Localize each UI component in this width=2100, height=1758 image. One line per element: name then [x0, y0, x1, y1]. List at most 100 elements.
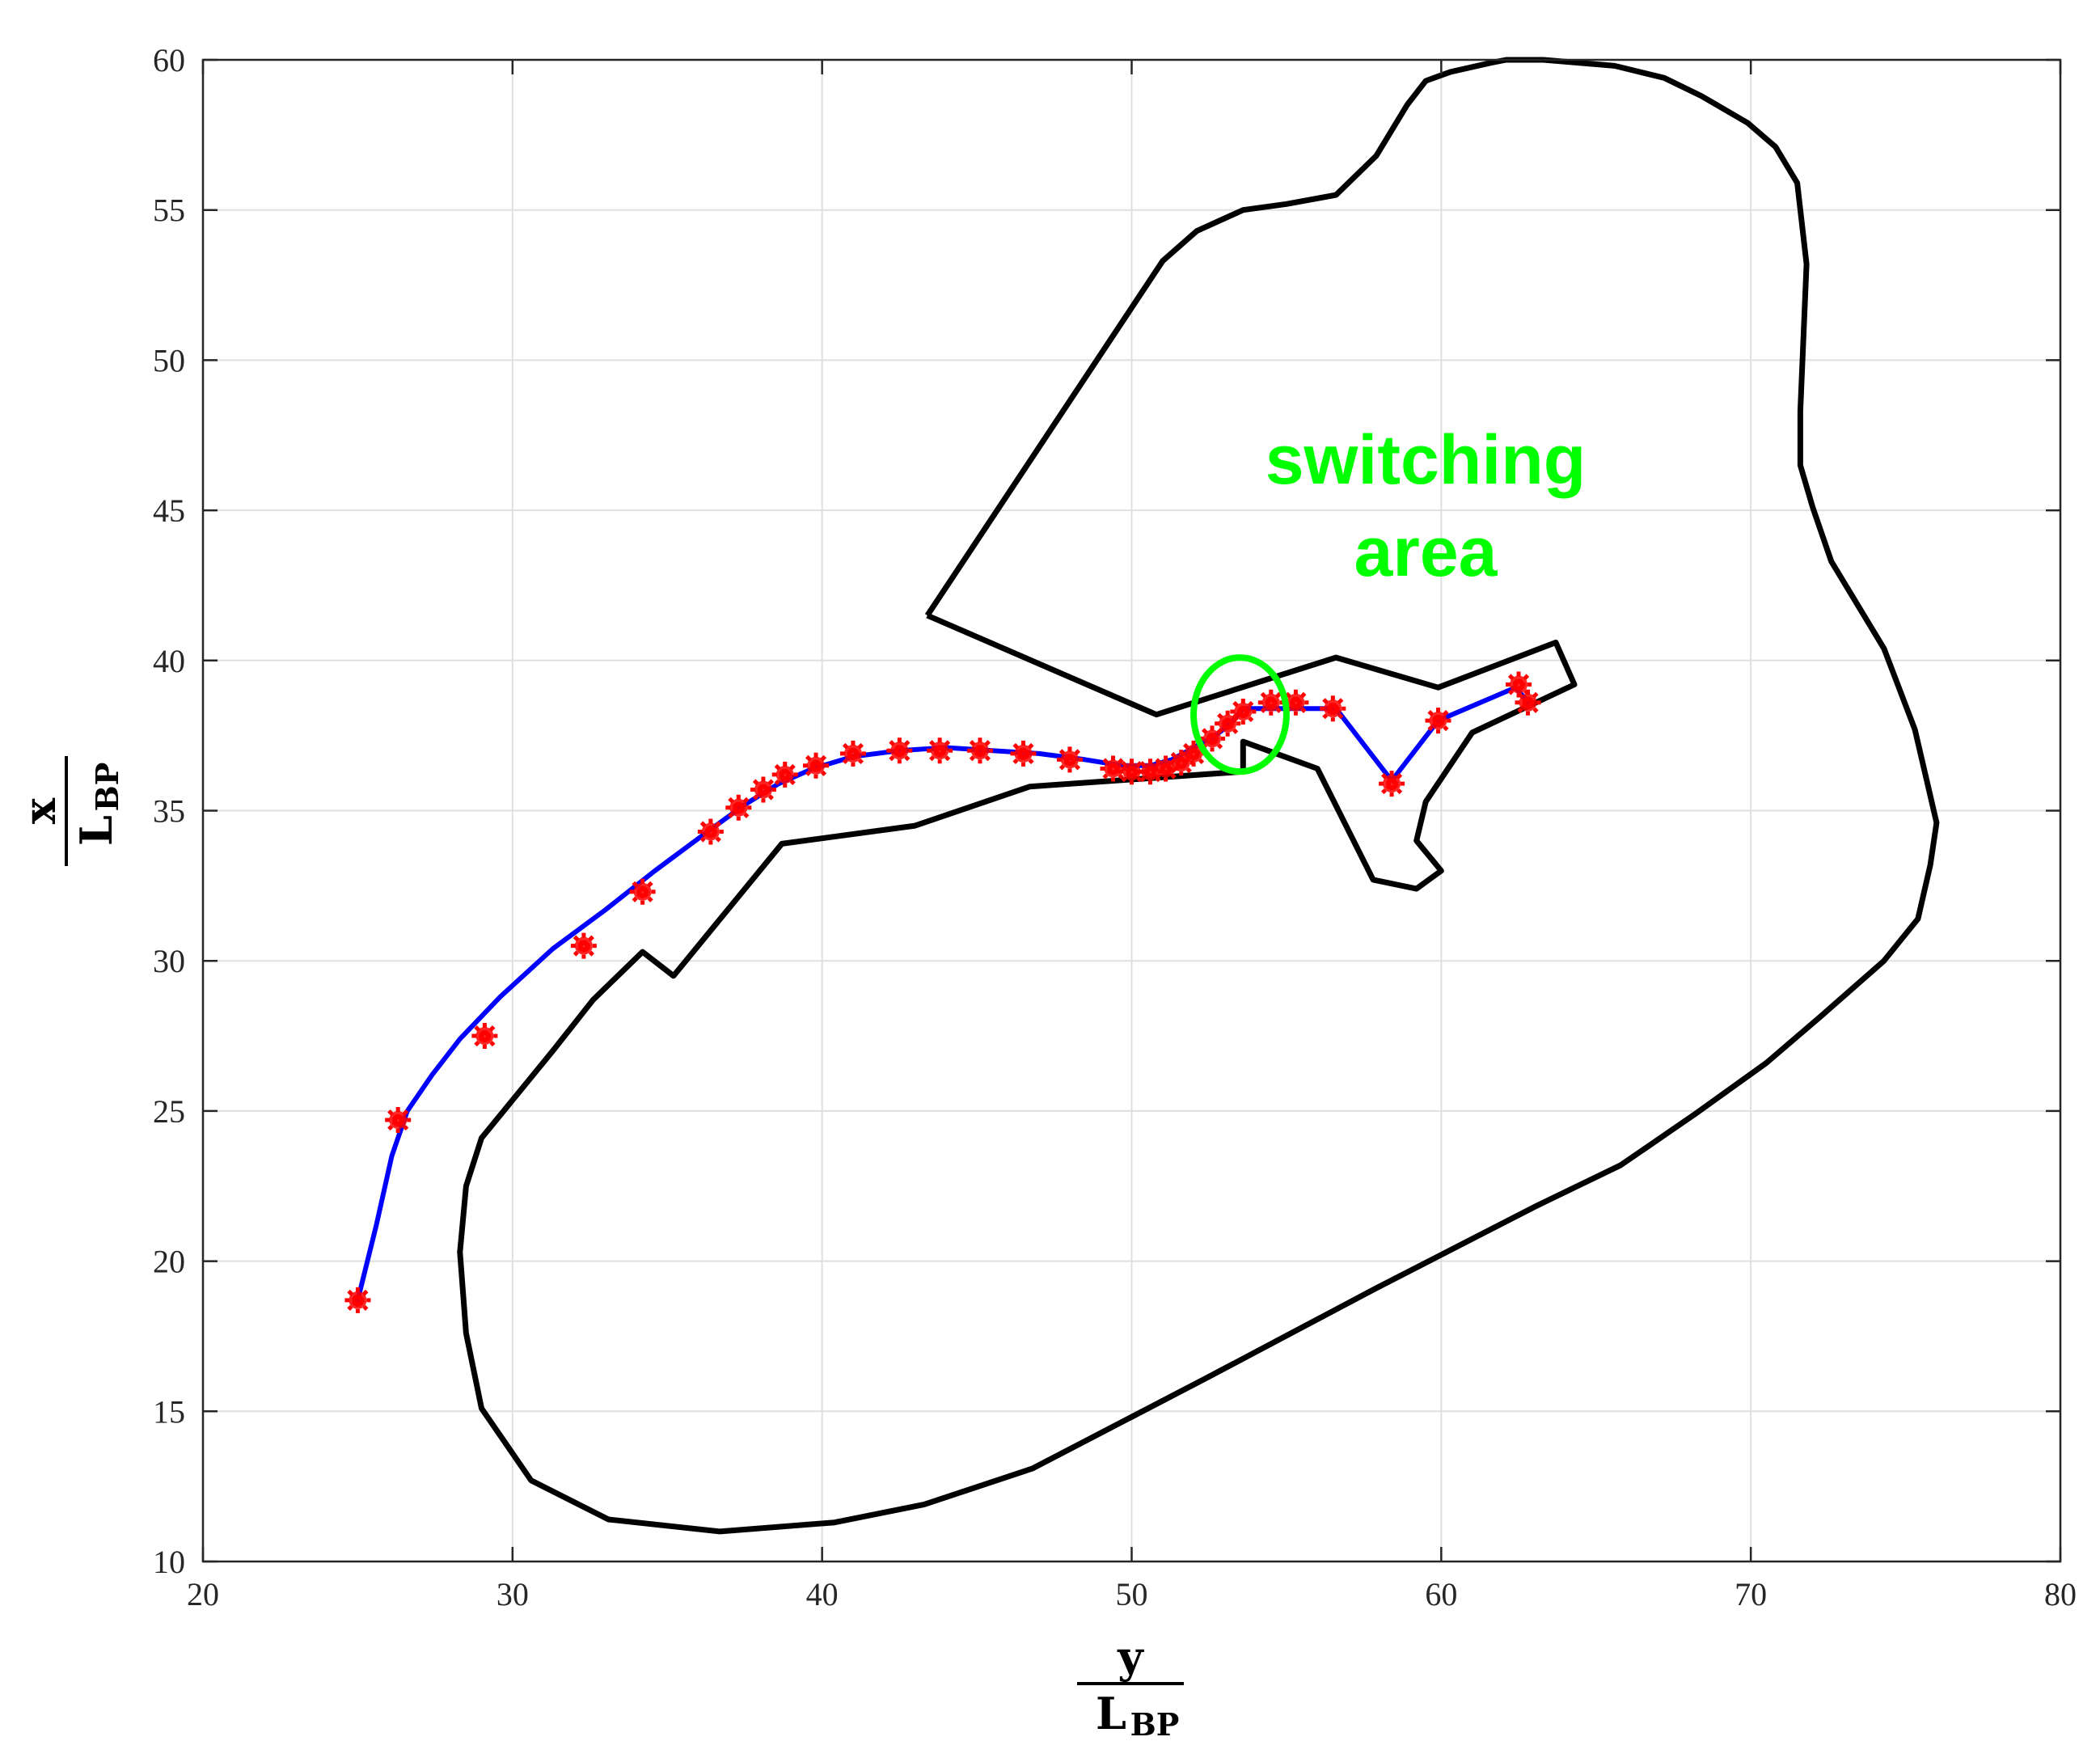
waypoint-marker: [771, 761, 798, 788]
waypoint-star-ray: [728, 797, 750, 818]
waypoint-star-ray: [573, 935, 594, 957]
waypoint-marker: [1379, 771, 1405, 797]
y-tick-label: 55: [153, 192, 185, 229]
waypoint-star-ray: [889, 740, 911, 762]
annotation-switching: switching: [1265, 421, 1587, 499]
waypoint-star-ray: [474, 1025, 496, 1047]
waypoint-star-ray: [1380, 772, 1403, 795]
waypoint-star-ray: [1285, 691, 1307, 713]
waypoint-star-ray: [699, 821, 721, 843]
waypoint-star-ray: [1232, 700, 1254, 723]
x-axis-label-denominator: L: [1096, 1688, 1126, 1739]
waypoint-star-ray: [969, 740, 991, 762]
waypoint-star-ray: [1427, 709, 1449, 732]
waypoint-marker: [725, 794, 752, 821]
waypoint-star-ray: [387, 1109, 409, 1131]
waypoint-star-ray: [805, 754, 827, 776]
waypoint-star-ray: [1058, 749, 1081, 771]
y-tick-label: 10: [153, 1544, 185, 1580]
waypoint-star-ray: [632, 881, 653, 902]
y-axis-label-subscript: BP: [89, 763, 125, 812]
waypoint-series: [344, 671, 1541, 1313]
y-tick-label: 20: [153, 1244, 185, 1280]
waypoint-star-ray: [1380, 772, 1403, 795]
y-tick-label: 30: [153, 943, 185, 979]
waypoint-star-ray: [752, 779, 775, 801]
y-axis-label-denominator: L: [70, 815, 122, 846]
waypoint-marker: [1506, 671, 1532, 698]
waypoint-marker: [1010, 740, 1037, 767]
y-tick-label: 50: [153, 342, 185, 378]
waypoint-marker: [1425, 708, 1451, 734]
waypoint-star-ray: [1012, 742, 1034, 765]
x-axis-label: y L BP: [1077, 1631, 1184, 1743]
y-tick-label: 25: [153, 1093, 185, 1130]
waypoint-star-ray: [842, 742, 864, 765]
waypoint-star-ray: [387, 1109, 409, 1131]
waypoint-star-ray: [1102, 758, 1124, 780]
waypoint-marker: [966, 737, 993, 764]
waypoint-star-ray: [1012, 742, 1034, 765]
y-tick-label: 15: [153, 1393, 185, 1430]
x-tick-label: 70: [1735, 1576, 1767, 1612]
waypoint-marker: [697, 818, 724, 845]
waypoint-marker: [1320, 695, 1346, 722]
switching-area-marker: [1190, 654, 1290, 775]
waypoint-star-ray: [1102, 758, 1124, 780]
waypoint-star-ray: [1285, 691, 1307, 713]
x-tick-label: 30: [496, 1576, 529, 1612]
switching-area-ellipse: [1190, 654, 1290, 775]
x-tick-label: 20: [187, 1576, 219, 1612]
waypoint-marker: [1230, 698, 1257, 725]
waypoint-marker: [1100, 755, 1126, 782]
boundary-line: [457, 57, 1940, 1535]
waypoint-star-ray: [1217, 712, 1239, 734]
planned-path-line: [355, 685, 1534, 1303]
waypoint-star-ray: [752, 779, 775, 801]
waypoint-marker: [886, 737, 913, 764]
planned-path-series: [355, 685, 1534, 1303]
waypoint-marker: [839, 740, 866, 767]
waypoint-star-ray: [1139, 761, 1161, 783]
waypoint-star-ray: [1121, 761, 1143, 783]
waypoint-star-ray: [347, 1289, 369, 1311]
waypoint-star-ray: [728, 797, 750, 818]
grid-lines: [203, 60, 2060, 1561]
waypoint-star-ray: [1260, 691, 1282, 713]
waypoint-star-ray: [1139, 761, 1161, 783]
waypoint-marker: [803, 752, 830, 779]
waypoint-star-ray: [699, 821, 721, 843]
waypoint-star-ray: [1260, 691, 1282, 713]
waypoint-star-ray: [842, 742, 864, 765]
waypoint-star-ray: [1507, 674, 1530, 695]
y-tick-label: 60: [153, 42, 185, 78]
waypoint-star-ray: [1155, 758, 1177, 780]
y-tick-label: 40: [153, 643, 185, 679]
waypoint-star-ray: [632, 881, 653, 902]
waypoint-star-ray: [1121, 761, 1143, 783]
waypoint-star-ray: [1170, 751, 1192, 774]
waypoint-star-ray: [1322, 698, 1344, 720]
axis-ticks: [201, 58, 2062, 1563]
waypoint-star-ray: [1517, 691, 1539, 713]
waypoint-star-ray: [1427, 709, 1449, 732]
waypoint-star-ray: [573, 935, 594, 957]
waypoint-marker: [471, 1023, 498, 1050]
waypoint-star-ray: [929, 740, 951, 762]
x-tick-label: 40: [806, 1576, 839, 1612]
waypoint-star-ray: [474, 1025, 496, 1047]
waypoint-star-ray: [1507, 674, 1530, 695]
waypoint-marker: [570, 932, 597, 959]
waypoint-star-ray: [1217, 712, 1239, 734]
y-tick-label: 35: [153, 793, 185, 830]
waypoint-star-ray: [1182, 742, 1205, 765]
waypoint-marker: [750, 776, 776, 803]
waypoint-marker: [927, 737, 953, 764]
waypoint-star-ray: [1201, 728, 1223, 750]
waypoint-star-ray: [929, 740, 951, 762]
waypoint-marker: [629, 878, 656, 905]
waypoint-marker: [385, 1107, 412, 1134]
waypoint-star-ray: [969, 740, 991, 762]
